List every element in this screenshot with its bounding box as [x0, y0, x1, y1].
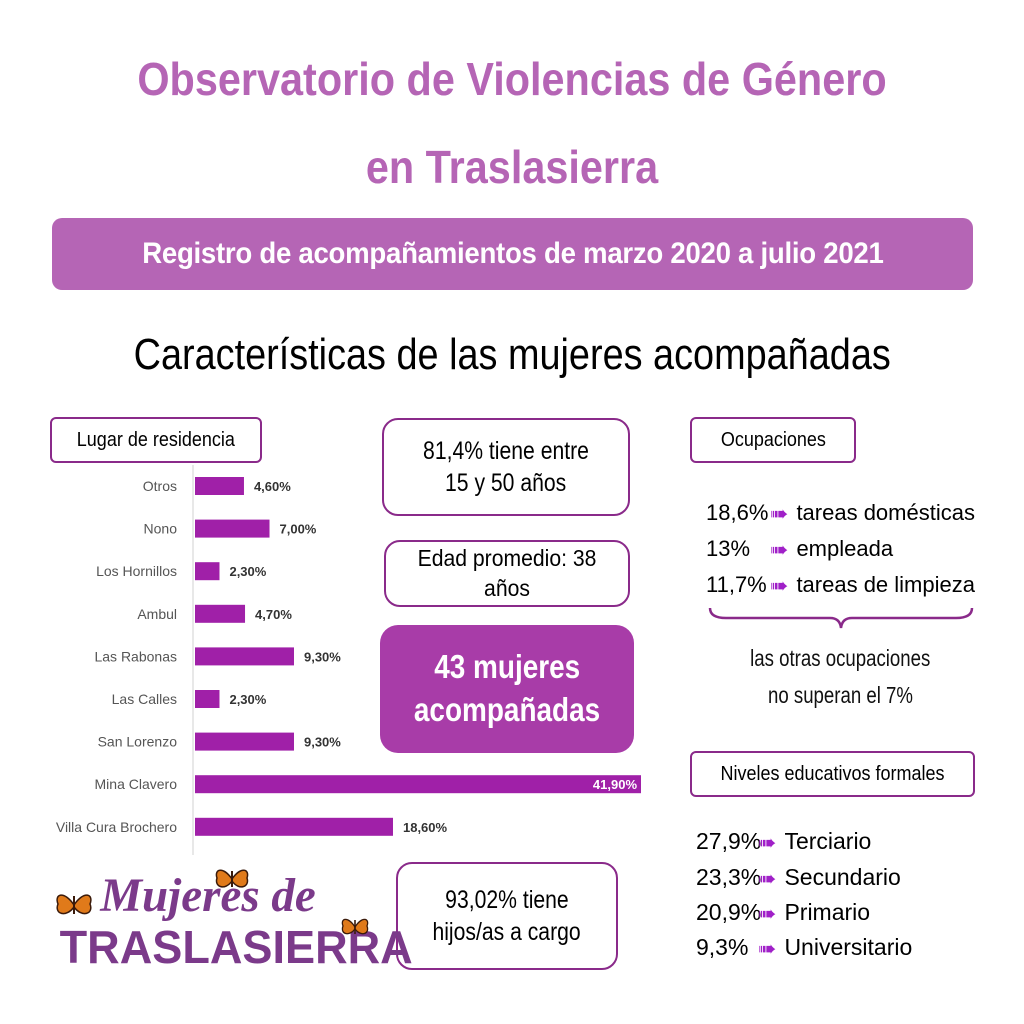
nivel-item: 27,9%➠ Terciario [696, 828, 871, 856]
category-label: Las Calles [112, 691, 177, 707]
value-label: 2,30% [229, 564, 266, 579]
ocupaciones-label: Ocupaciones [720, 428, 826, 451]
nivel-text: Primario [784, 899, 871, 925]
age-range-line2: 15 y 50 años [445, 469, 567, 497]
bar [195, 562, 220, 581]
value-label: 4,70% [255, 607, 292, 622]
nivel-text: Universitario [784, 934, 913, 960]
niveles-label-box: Niveles educativos formales [690, 751, 975, 797]
category-label: Nono [144, 521, 178, 537]
children-line1: 93,02% tiene [445, 885, 569, 914]
butterfly-icon [341, 918, 369, 935]
ocupacion-pct: 18,6% [706, 500, 769, 525]
arrow-right-icon: ➠ [770, 537, 789, 562]
nivel-item: 9,3% ➠ Universitario [696, 934, 912, 962]
bar [195, 647, 294, 666]
logo-line1: Mujeres de [100, 869, 316, 922]
nivel-item: 20,9%➠ Primario [696, 899, 870, 927]
total-line1: 43 mujeres [434, 648, 580, 686]
bar [195, 690, 220, 708]
bar [195, 775, 641, 794]
section-title: Características de las mujeres acompañad… [0, 330, 1024, 380]
nivel-pct: 27,9% [696, 828, 762, 854]
other-occupations-note: las otras ocupaciones no superan el 7% [690, 640, 990, 714]
arrow-right-icon: ➠ [758, 830, 777, 855]
bar [195, 519, 270, 538]
bar [195, 604, 246, 623]
children-box: 93,02% tiene hijos/as a cargo [396, 862, 618, 970]
arrow-right-icon: ➠ [770, 573, 789, 598]
residencia-bar-chart: Otros 4,60% Nono 7,00% Los Hornillos 2,30% Amb… [56, 465, 641, 855]
category-label: San Lorenzo [98, 734, 178, 750]
ocupacion-text: empleada [796, 536, 894, 561]
arrow-right-icon: ➠ [770, 501, 789, 526]
arrow-right-icon: ➠ [758, 866, 777, 891]
butterfly-icon [56, 894, 92, 915]
nivel-item: 23,3%➠ Secundario [696, 864, 901, 892]
ocupacion-pct: 11,7% [706, 572, 767, 597]
category-label: Las Rabonas [94, 648, 177, 664]
total-women-box: 43 mujeres acompañadas [380, 625, 634, 753]
category-label: Villa Cura Brochero [56, 819, 177, 835]
nivel-pct: 23,3% [696, 864, 762, 890]
category-label: Los Hornillos [96, 563, 177, 579]
page-title-line2: en Traslasierra [365, 141, 659, 193]
butterfly-icon [215, 869, 249, 888]
ocupacion-item: 18,6%➠ tareas domésticas [706, 500, 975, 527]
average-age-text: Edad promedio: 38 años [417, 544, 597, 601]
section-title-text: Características de las mujeres acompañad… [133, 330, 891, 379]
ocupacion-text: tareas de limpieza [796, 572, 975, 597]
value-label: 9,30% [304, 649, 341, 664]
age-range-line1: 81,4% tiene entre [423, 436, 589, 465]
brace-icon [708, 607, 974, 629]
ocupacion-pct: 13% [706, 536, 751, 561]
nivel-pct: 9,3% [696, 934, 749, 960]
age-range-box: 81,4% tiene entre 15 y 50 años [382, 418, 630, 516]
bar [195, 732, 294, 751]
category-label: Ambul [137, 606, 177, 622]
nivel-text: Secundario [784, 864, 901, 890]
children-line2: hijos/as a cargo [432, 918, 582, 946]
banner-text: Registro de acompañamientos de marzo 202… [141, 237, 884, 270]
total-line2: acompañadas [413, 691, 601, 728]
value-label: 41,90% [593, 777, 638, 792]
value-label: 7,00% [280, 522, 317, 537]
arrow-right-icon: ➠ [758, 901, 777, 926]
nivel-pct: 20,9% [696, 899, 762, 925]
page-title-line1: Observatorio de Violencias de Género [137, 53, 887, 105]
nivel-text: Terciario [784, 828, 872, 854]
value-label: 4,60% [254, 479, 291, 494]
category-label: Mina Clavero [95, 776, 178, 792]
value-label: 9,30% [304, 735, 341, 750]
residencia-label: Lugar de residencia [76, 428, 236, 451]
date-range-banner: Registro de acompañamientos de marzo 202… [52, 218, 973, 290]
other-occupations-line2: no superan el 7% [767, 681, 913, 708]
arrow-right-icon: ➠ [758, 936, 777, 961]
ocupacion-item: 11,7% ➠ tareas de limpieza [706, 572, 975, 599]
ocupaciones-label-box: Ocupaciones [690, 417, 856, 463]
residencia-label-box: Lugar de residencia [50, 417, 262, 463]
other-occupations-line1: las otras ocupaciones [749, 645, 931, 671]
ocupacion-text: tareas domésticas [796, 500, 975, 525]
niveles-label: Niveles educativos formales [720, 762, 945, 785]
bar [195, 477, 244, 495]
bar [195, 817, 393, 836]
value-label: 2,30% [229, 692, 266, 707]
value-label: 18,60% [403, 820, 448, 835]
average-age-box: Edad promedio: 38 años [384, 540, 630, 607]
ocupacion-item: 13% ➠ empleada [706, 536, 893, 563]
category-label: Otros [143, 478, 177, 494]
